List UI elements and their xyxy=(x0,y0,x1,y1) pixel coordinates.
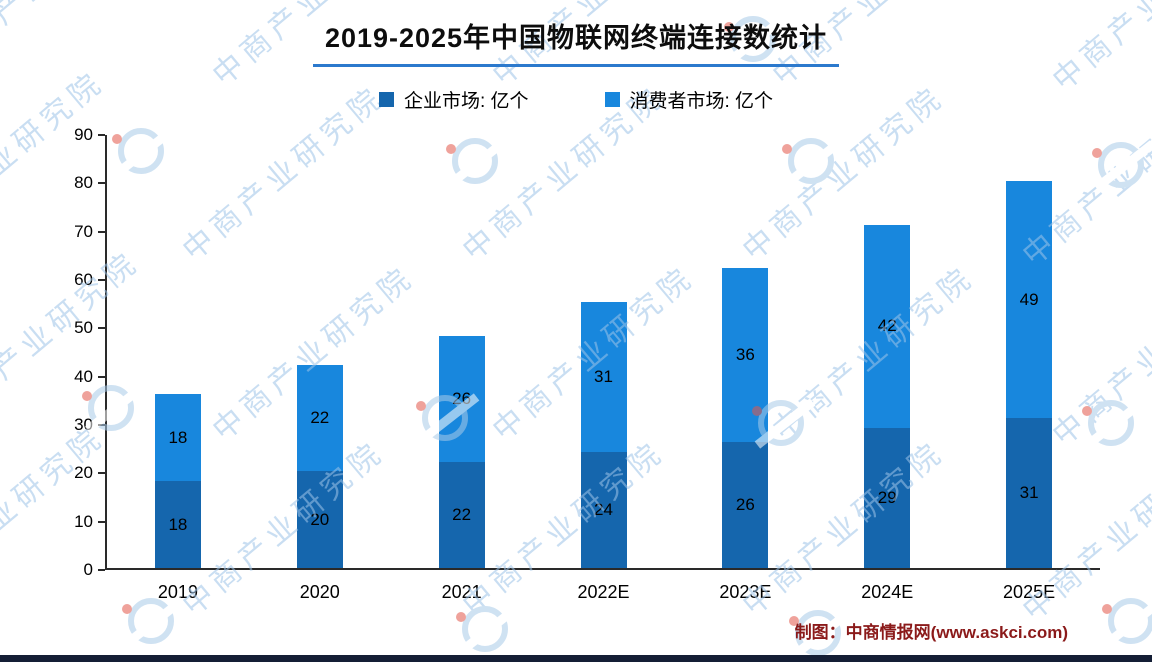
y-axis-tick-label: 20 xyxy=(74,463,93,483)
y-axis-tick-mark xyxy=(98,327,105,330)
x-axis-label: 2024E xyxy=(861,582,914,602)
footer-credit: 制图：中商情报网(www.askci.com) xyxy=(794,623,1068,642)
watermark-logo-icon xyxy=(122,598,174,644)
y-axis-tick-mark xyxy=(98,424,105,426)
bar-segment-consumer: 42 xyxy=(864,224,911,428)
stacked-bar: 42 29 xyxy=(864,224,911,568)
legend-swatch-enterprise xyxy=(378,92,394,107)
y-axis-tick-mark xyxy=(98,375,105,378)
bar-value-label: 20 xyxy=(310,509,330,529)
bar-segment-consumer: 36 xyxy=(722,268,769,443)
x-axis-label: 2021 xyxy=(441,582,482,602)
y-axis-tick-label: 70 xyxy=(74,221,93,241)
y-axis-tick-mark xyxy=(98,520,105,523)
bar-group-2025E: 49 31 2025E xyxy=(958,135,1100,602)
watermark-logo-icon xyxy=(456,606,508,652)
bar-segment-enterprise: 24 xyxy=(580,452,627,568)
watermark-logo-icon xyxy=(1092,142,1144,188)
bar-value-label: 22 xyxy=(310,408,330,428)
bar-segment-consumer: 26 xyxy=(438,336,485,462)
stacked-bar: 18 18 xyxy=(154,394,201,568)
bar-group-2022E: 31 24 2022E xyxy=(533,135,675,602)
x-axis-label: 2023E xyxy=(719,582,772,602)
bar-group-2020: 22 20 2020 xyxy=(249,135,391,602)
title-wrap: 2019-2025年中国物联网终端连接数统计 xyxy=(0,16,1152,67)
chart-area: 0 10 20 30 40 50 60 70 80 90 18 18 2019 22 20 2020 26 22… xyxy=(65,126,1100,602)
x-axis-label: 2019 xyxy=(157,582,198,602)
y-axis: 0 10 20 30 40 50 60 70 80 90 xyxy=(65,126,105,579)
y-axis-tick-label: 0 xyxy=(83,560,93,579)
y-axis-tick-label: 90 xyxy=(74,125,93,144)
stacked-bar: 22 20 xyxy=(296,365,343,568)
legend-item-enterprise: 企业市场: 亿个 xyxy=(378,86,529,113)
bar-value-label: 36 xyxy=(735,345,755,365)
x-axis-label: 2025E xyxy=(1003,582,1056,602)
y-axis-tick-label: 30 xyxy=(74,415,93,434)
bar-value-label: 24 xyxy=(594,500,613,519)
stacked-bar: 36 26 xyxy=(722,268,769,568)
legend-swatch-consumer xyxy=(604,92,620,107)
x-axis-label: 2020 xyxy=(299,582,340,602)
plot-area: 18 18 2019 22 20 2020 26 22 2021 31 24 2022E 36 26 202… xyxy=(105,135,1100,602)
y-axis-tick-mark xyxy=(98,569,105,571)
legend-label-consumer: 消费者市场: 亿个 xyxy=(629,91,774,112)
bar-group-2021: 26 22 2021 xyxy=(391,135,533,602)
bar-value-label: 22 xyxy=(452,504,472,524)
bar-segment-consumer: 31 xyxy=(580,302,627,452)
y-axis-tick-label: 50 xyxy=(74,318,93,338)
y-axis-tick-mark xyxy=(98,134,105,136)
legend-item-consumer: 消费者市场: 亿个 xyxy=(604,86,774,113)
bar-value-label: 49 xyxy=(1019,289,1039,309)
bar-segment-enterprise: 29 xyxy=(864,427,911,568)
bar-segment-consumer: 49 xyxy=(1006,181,1053,419)
bar-segment-consumer: 18 xyxy=(154,394,201,481)
bar-value-label: 18 xyxy=(168,427,188,447)
y-axis-tick-mark xyxy=(98,279,105,281)
bar-segment-enterprise: 31 xyxy=(1006,418,1053,568)
y-axis-tick-mark xyxy=(98,472,105,475)
x-axis-label: 2022E xyxy=(577,582,630,602)
bar-value-label: 26 xyxy=(735,495,755,515)
bar-segment-consumer: 22 xyxy=(296,365,343,472)
bar-group-2023E: 36 26 2023E xyxy=(674,135,816,602)
legend-label-enterprise: 企业市场: 亿个 xyxy=(403,91,529,112)
bar-value-label: 42 xyxy=(877,316,897,336)
chart-legend: 企业市场: 亿个 消费者市场: 亿个 xyxy=(0,86,1152,113)
bar-segment-enterprise: 22 xyxy=(438,461,485,568)
bar-segment-enterprise: 26 xyxy=(722,442,769,568)
bar-group-2019: 18 18 2019 xyxy=(107,135,249,602)
y-axis-tick-label: 10 xyxy=(74,511,93,531)
bar-group-2024E: 42 29 2024E xyxy=(816,135,958,602)
chart-title: 2019-2025年中国物联网终端连接数统计 xyxy=(312,16,840,67)
bar-value-label: 29 xyxy=(877,487,897,507)
stacked-bar: 49 31 xyxy=(1006,181,1053,568)
stacked-bar: 26 22 xyxy=(438,336,485,568)
bar-value-label: 31 xyxy=(594,367,613,387)
bar-value-label: 31 xyxy=(1019,483,1039,503)
bar-value-label: 18 xyxy=(168,514,188,534)
bar-value-label: 26 xyxy=(452,388,472,408)
bottom-bar xyxy=(0,655,1152,662)
watermark-logo-icon xyxy=(1102,598,1152,644)
bar-segment-enterprise: 18 xyxy=(154,481,201,568)
y-axis-tick-label: 60 xyxy=(74,270,93,289)
y-axis-tick-mark xyxy=(98,230,105,233)
stacked-bar: 31 24 xyxy=(580,302,627,568)
y-axis-tick-label: 40 xyxy=(74,366,93,386)
y-axis-tick-label: 80 xyxy=(74,173,93,193)
bar-segment-enterprise: 20 xyxy=(296,471,343,568)
y-axis-tick-mark xyxy=(98,182,105,185)
